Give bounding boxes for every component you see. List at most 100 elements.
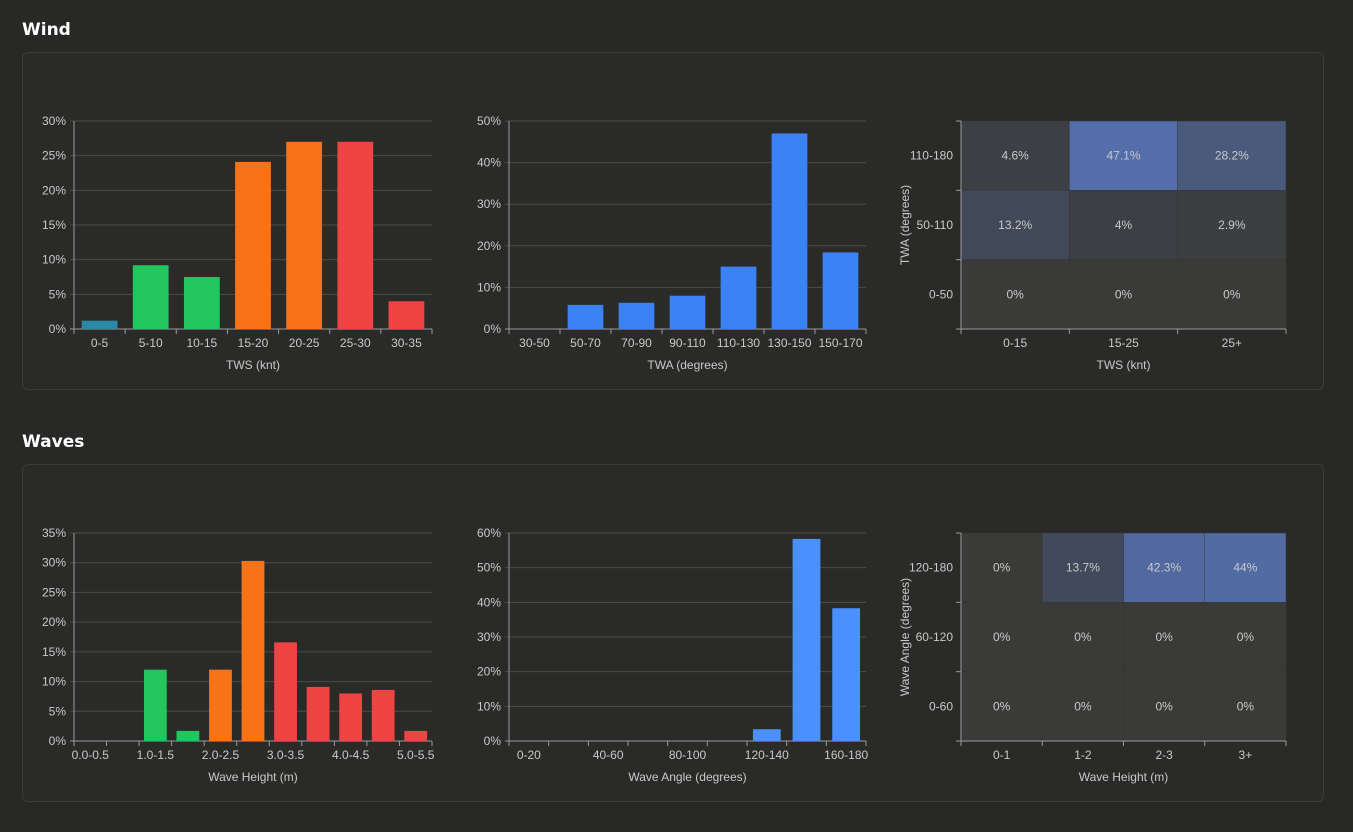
- bar-25-30: [337, 141, 374, 329]
- y-tick-label: 20%: [477, 239, 501, 253]
- x-axis-title: TWS (knt): [1097, 358, 1151, 372]
- heatmap-cell-label: 13.2%: [998, 218, 1032, 232]
- wave-height-histogram-chart: 0% 5% 10% 15% 20% 25% 30% 35% 0.0-0.5 1.0-1.5 2.0-…: [42, 526, 435, 784]
- y-tick-label: 0%: [484, 734, 502, 748]
- x-tick-label: 0.0-0.5: [72, 748, 110, 762]
- y-tick-label: 25%: [42, 149, 66, 163]
- y-tick-label: 25%: [42, 585, 66, 599]
- bar-110-130: [720, 266, 757, 329]
- heatmap-cell-110-180-0-15: [960, 120, 1070, 191]
- bar-150-170: [822, 252, 859, 329]
- wind-section-title: Wind: [22, 20, 71, 40]
- x-tick-label: 15-25: [1108, 336, 1139, 350]
- x-tick-label: 80-100: [669, 748, 707, 762]
- bar-0-5: [81, 320, 118, 329]
- x-tick-label: 0-5: [91, 336, 109, 350]
- y-tick-label: 0%: [49, 734, 67, 748]
- plot-area: 0% 5% 10% 15% 20% 25% 30% 35% 0.0-0.5 1.0-1.5 2.0-…: [42, 526, 435, 784]
- heatmap-cell-60-120-2-3: [1123, 602, 1205, 672]
- y-tick-label: 20%: [42, 183, 66, 197]
- y-tick-label: 15%: [42, 645, 66, 659]
- heatmap-cell-label: 13.7%: [1066, 561, 1100, 575]
- y-tick-label: 40%: [477, 156, 501, 170]
- x-tick-label: 15-20: [238, 336, 269, 350]
- x-axis-title: Wave Height (m): [208, 770, 298, 784]
- x-tick-label: 40-60: [593, 748, 624, 762]
- y-tick-label: 0-60: [929, 699, 953, 713]
- y-tick-label: 5%: [49, 287, 67, 301]
- heatmap-cell-label: 0%: [1155, 630, 1173, 644]
- x-axis-title: Wave Height (m): [1079, 770, 1169, 784]
- heatmap-cell-label: 47.1%: [1106, 149, 1140, 163]
- heatmap-cell-label: 0%: [1074, 699, 1092, 713]
- y-tick-label: 40%: [477, 595, 501, 609]
- wave-angle-histogram-chart: 0% 10% 20% 30% 40% 50% 60% 0-20 40-60 80-100 120-1…: [477, 526, 869, 784]
- y-tick-label: 50%: [477, 561, 501, 575]
- x-tick-label: 90-110: [669, 336, 706, 350]
- bar-20-25: [286, 141, 323, 329]
- bar-90-110: [669, 295, 706, 329]
- heatmap-cell-label: 4.6%: [1001, 149, 1029, 163]
- y-tick-label: 120-180: [909, 561, 953, 575]
- x-tick-label: 130-150: [767, 336, 811, 350]
- heatmap-cell-0-60-2-3: [1123, 671, 1205, 742]
- bar-5-0-5-5: [404, 730, 428, 741]
- x-tick-label: 50-70: [570, 336, 601, 350]
- x-axis-title: TWA (degrees): [647, 358, 727, 372]
- y-tick-label: 35%: [42, 526, 66, 540]
- heatmap-cell-0-50-25: [1177, 259, 1287, 330]
- heatmap-cell-label: 0%: [993, 561, 1011, 575]
- bar-140-160: [792, 538, 821, 741]
- bar-70-90: [618, 302, 655, 329]
- y-tick-label: 0-50: [929, 287, 953, 301]
- x-tick-label: 30-35: [391, 336, 422, 350]
- heatmap-cell-120-180-2-3: [1123, 532, 1205, 603]
- x-tick-label: 0-20: [517, 748, 541, 762]
- heatmap-cell-label: 28.2%: [1215, 149, 1249, 163]
- heatmap-cell-50-110-0-15: [960, 190, 1070, 260]
- y-tick-label: 60%: [477, 526, 501, 540]
- x-tick-label: 5-10: [139, 336, 163, 350]
- y-tick-label: 20%: [42, 615, 66, 629]
- heatmap-cell-0-50-15-25: [1069, 259, 1178, 330]
- x-tick-label: 4.0-4.5: [332, 748, 370, 762]
- heatmap-cell-label: 0%: [1115, 287, 1133, 301]
- x-tick-label: 25-30: [340, 336, 371, 350]
- y-tick-label: 30%: [42, 114, 66, 128]
- bar-10-15: [183, 277, 220, 329]
- heatmap-cell-label: 0%: [1006, 287, 1024, 301]
- bar-3-5-4-0: [306, 686, 330, 741]
- y-tick-label: 0%: [49, 322, 67, 336]
- heatmap-cell-60-120-3: [1204, 602, 1287, 672]
- heatmap-cell-50-110-15-25: [1069, 190, 1178, 260]
- x-tick-label: 3+: [1239, 748, 1253, 762]
- x-tick-label: 1.0-1.5: [137, 748, 175, 762]
- x-tick-label: 3.0-3.5: [267, 748, 305, 762]
- heatmap-cell-0-50-0-15: [960, 259, 1070, 330]
- y-axis-title: Wave Angle (degrees): [898, 578, 912, 696]
- bar-15-20: [235, 161, 271, 329]
- y-tick-label: 10%: [477, 699, 501, 713]
- waves-section-title: Waves: [22, 432, 85, 452]
- plot-area: 0% 10% 20% 30% 40% 50% 60% 0-20 40-60 80-100 120-1…: [477, 526, 869, 784]
- y-tick-label: 15%: [42, 218, 66, 232]
- y-tick-label: 110-180: [910, 149, 953, 163]
- heatmap-cell-110-180-15-25: [1069, 120, 1178, 191]
- y-tick-label: 30%: [477, 197, 501, 211]
- heatmap-cell-120-180-0-1: [960, 532, 1043, 603]
- bar-3-0-3-5: [274, 642, 297, 741]
- bar-2-0-2-5: [209, 669, 232, 741]
- y-tick-label: 10%: [477, 280, 501, 294]
- y-tick-label: 20%: [477, 665, 501, 679]
- y-tick-label: 0%: [484, 322, 502, 336]
- plot-area: 4.6% 47.1% 28.2% 13.2% 4% 2.9% 0% 0% 0% 110-180 50…: [898, 120, 1287, 372]
- bar-1-0-1-5: [143, 669, 167, 741]
- y-tick-label: 50-110: [917, 218, 954, 232]
- y-tick-label: 50%: [477, 114, 501, 128]
- y-tick-label: 60-120: [916, 630, 954, 644]
- plot-area: 0% 5% 10% 15% 20% 25% 30% 0-5 5-10 10-15 15-20 20-2…: [42, 114, 433, 372]
- x-tick-label: 0-1: [993, 748, 1011, 762]
- x-tick-label: 70-90: [621, 336, 652, 350]
- x-tick-label: 2.0-2.5: [202, 748, 240, 762]
- x-tick-label: 150-170: [818, 336, 862, 350]
